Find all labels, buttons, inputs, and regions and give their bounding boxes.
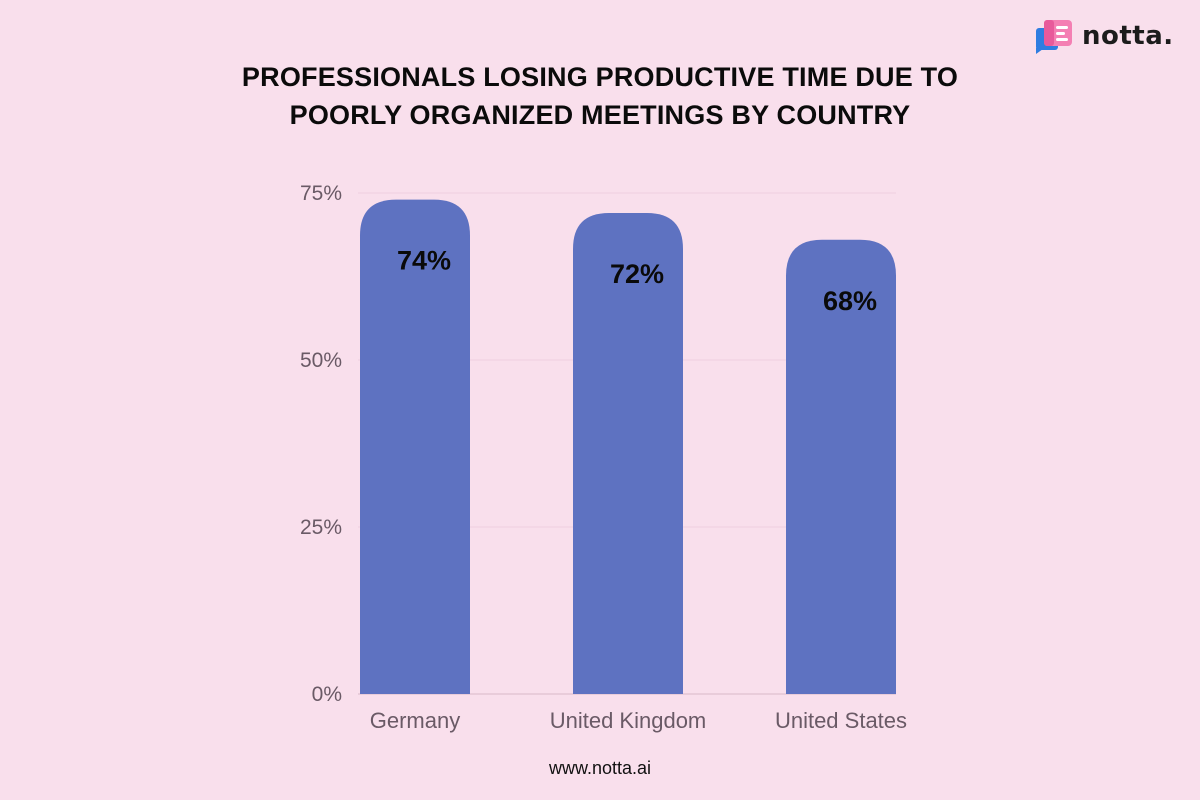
footer-url: www.notta.ai [548, 758, 652, 778]
data-label: 68% [823, 286, 877, 316]
bar-germany [360, 199, 470, 694]
x-tick-label: United Kingdom [550, 708, 707, 733]
notta-logo-icon [1036, 20, 1072, 54]
x-tick-label: United States [775, 708, 907, 733]
data-label: 72% [610, 259, 664, 289]
data-label: 74% [397, 246, 451, 276]
y-tick-label: 75% [300, 182, 342, 205]
y-tick-label: 0% [312, 683, 342, 706]
chart-title: PROFESSIONALS LOSING PRODUCTIVE TIME DUE… [100, 58, 1100, 134]
bar-united-states [786, 239, 896, 694]
brand-name: notta. [1082, 21, 1174, 51]
bar-united-kingdom [573, 213, 683, 695]
y-tick-label: 50% [300, 349, 342, 372]
y-tick-label: 25% [300, 516, 342, 539]
chart-title-line-1: PROFESSIONALS LOSING PRODUCTIVE TIME DUE… [241, 62, 959, 92]
chart-title-line-2: POORLY ORGANIZED MEETINGS BY COUNTRY [289, 100, 911, 130]
brand-logo: notta. [1034, 18, 1174, 54]
x-tick-label: Germany [370, 708, 460, 733]
